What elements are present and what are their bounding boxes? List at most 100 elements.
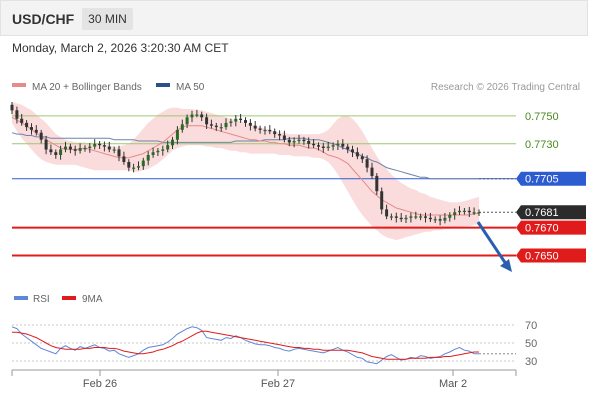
candle-body [336, 143, 340, 146]
candle-body [370, 167, 374, 176]
rsi-tick-label: 50 [525, 338, 537, 350]
candle-body [73, 149, 77, 151]
candle-body [448, 215, 452, 218]
candle-body [209, 124, 213, 126]
candle-body [151, 152, 155, 155]
candle-body [214, 125, 218, 128]
candle-body [180, 124, 184, 130]
candle-body [161, 149, 165, 151]
candle-body [302, 139, 306, 142]
candle-body [219, 127, 223, 129]
candle-body [224, 122, 228, 128]
candle-body [321, 146, 325, 148]
ma50-legend-label: MA 50 [176, 82, 205, 93]
bb-legend-swatch [12, 83, 26, 87]
candle-body [365, 159, 369, 168]
candle-body [389, 216, 393, 218]
candle-body [258, 128, 262, 130]
support-label-bg [516, 220, 586, 235]
candle-body [462, 210, 466, 212]
resistance-label: 0.7750 [525, 111, 559, 123]
rsi-ma9-line [12, 330, 479, 360]
timestamp: Monday, March 2, 2026 3:20:30 AM CET [12, 41, 229, 55]
candle-body [54, 152, 58, 155]
date-tick-label: Feb 26 [83, 378, 117, 390]
candle-body [30, 127, 33, 130]
candle-body [229, 121, 233, 123]
candle-body [185, 117, 189, 125]
candle-body [15, 110, 19, 119]
pivot-label: 0.7705 [525, 174, 559, 186]
candle-body [98, 143, 102, 146]
candle-body [273, 131, 277, 135]
candle-body [312, 143, 316, 146]
ma9-legend-swatch [62, 296, 76, 300]
timeframe-button[interactable]: 30 MIN [82, 8, 133, 30]
candle-body [141, 160, 145, 167]
candle-body [404, 217, 408, 220]
candle-body [64, 146, 67, 150]
candle-body [137, 166, 140, 168]
candle-body [351, 149, 354, 153]
candle-body [380, 191, 384, 210]
candle-body [93, 143, 97, 147]
candle-body [331, 145, 335, 147]
rsi-tick-label: 30 [525, 356, 537, 368]
candle-body [409, 216, 413, 218]
candle-body [132, 167, 136, 169]
date-tick-label: Feb 27 [261, 378, 295, 390]
bollinger-band [12, 102, 479, 241]
candle-body [234, 118, 238, 122]
support-label-bg [516, 248, 586, 263]
candle-body [307, 141, 311, 144]
candle-body [88, 146, 92, 148]
candle-body [248, 122, 252, 126]
candle-body [424, 216, 427, 218]
rsi-legend-label: RSI [33, 294, 50, 305]
candle-body [438, 219, 442, 221]
candle-body [326, 146, 330, 148]
candle-body [34, 129, 38, 133]
candle-body [117, 149, 121, 157]
level-labels: 0.7750 0.7730 0.7705 0.7681 0.7670 0.7650 [516, 111, 586, 263]
date-tick-label: Mar 2 [439, 378, 467, 390]
candle-body [200, 114, 204, 118]
candles-layer [10, 102, 481, 226]
candle-body [25, 122, 29, 128]
candle-body [44, 139, 48, 150]
arrow-shaft [476, 221, 508, 265]
candle-body [428, 217, 432, 220]
candle-body [68, 146, 72, 150]
support-label: 0.7650 [525, 251, 559, 263]
candle-body [453, 212, 457, 215]
candle-body [195, 114, 199, 116]
candle-body [355, 152, 359, 157]
resistance-label: 0.7730 [525, 139, 559, 151]
candle-body [317, 145, 320, 147]
current-label: 0.7681 [525, 207, 559, 219]
candle-body [239, 118, 243, 121]
candle-body [156, 150, 160, 153]
candle-body [419, 216, 423, 218]
candle-body [360, 156, 364, 160]
candle-body [244, 120, 247, 123]
candle-body [375, 175, 379, 192]
candle-body [10, 104, 14, 111]
candle-body [385, 209, 389, 217]
ma50-line [11, 132, 479, 180]
candle-body [394, 216, 398, 218]
candle-body [83, 148, 87, 150]
candle-body [166, 145, 170, 150]
candle-body [205, 117, 209, 125]
candle-body [346, 146, 350, 150]
candle-body [477, 212, 481, 214]
candle-body [458, 210, 461, 213]
candle-body [263, 129, 267, 132]
candle-body [78, 148, 82, 151]
rsi-tick-label: 70 [525, 320, 537, 332]
candle-body [49, 149, 53, 153]
candle-body [122, 156, 126, 162]
candle-body [399, 217, 403, 220]
candle-body [20, 118, 24, 123]
